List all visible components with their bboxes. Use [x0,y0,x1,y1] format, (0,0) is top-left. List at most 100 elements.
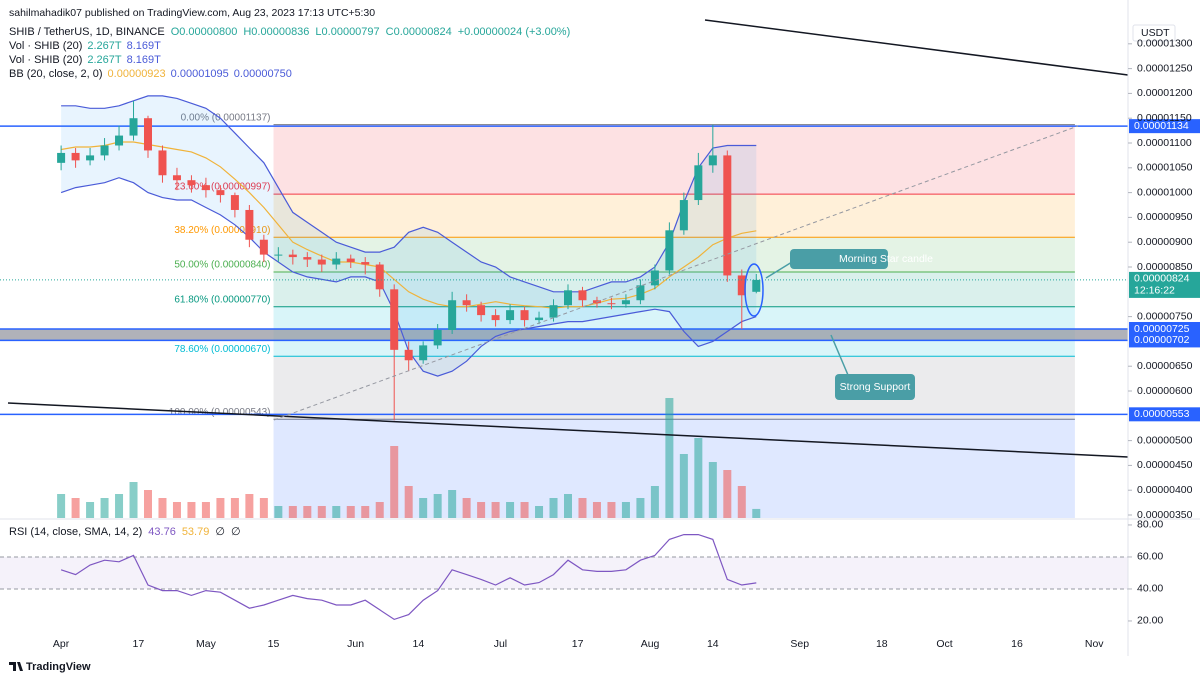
y-tick-label: 0.00000450 [1137,459,1193,471]
x-tick-label: Nov [1085,638,1104,650]
volume-bar [679,454,688,518]
volume-bar [520,502,529,518]
indicator-value: 0.00000923 [108,68,166,80]
fib-trend-line [273,125,1079,421]
currency: USDT [1141,27,1170,39]
rsi-tick-label: 20.00 [1137,615,1163,627]
fib-label: 100.00% (0.00000543) [169,407,271,418]
rsi-band [0,556,1128,589]
y-tick-label: 0.00001300 [1137,38,1193,50]
volume-bar [607,502,616,518]
indicator-value: 8.169T [127,40,162,52]
volume-bar [694,438,703,518]
publisher: sahilmahadik07 published on TradingView.… [9,7,375,19]
volume-bar [404,486,413,518]
x-tick-label: 18 [876,638,888,650]
y-tick-label: 0.00001200 [1137,87,1193,99]
fib-label: 0.00% (0.00001137) [181,112,271,123]
volume-bar [100,498,109,518]
volume-bar [288,506,297,518]
y-tick-label: 0.00000650 [1137,360,1193,372]
candle-body [245,209,254,240]
last-price-box [1129,271,1200,298]
volume-bar [129,482,138,518]
candle-body [259,239,268,255]
volume-bar [535,506,544,518]
candle-body [535,317,544,321]
candle-body [491,315,500,321]
price-label: 0.00001134 [1134,120,1189,132]
volume-bar [506,502,515,518]
candle-body [390,289,399,350]
fib-label: 38.20% (0.00000910) [174,225,270,236]
volume-bar [708,462,717,518]
y-tick-label: 0.00000750 [1137,310,1193,322]
ohlc-value: L0.00000797 [315,26,379,38]
fib-label: 50.00% (0.00000840) [174,260,270,271]
y-tick-label: 0.00001250 [1137,62,1193,74]
price-label-box [1129,119,1200,134]
volume-bar [361,506,370,518]
volume-bar [144,490,152,518]
volume-bar [448,490,457,518]
y-tick-label: 0.00000900 [1137,236,1193,248]
y-tick-label: 0.00001000 [1137,186,1193,198]
volume-bar [564,494,572,518]
callout-box [790,249,888,269]
candle-body [650,270,659,286]
candle-body [230,195,239,210]
volume-bar [303,506,312,518]
callout-pointer [830,334,849,376]
candle-body [404,349,413,361]
volume-bar [462,498,471,518]
x-tick-label: Jul [494,638,507,650]
indicator-name: Vol · SHIB (20) [9,40,82,52]
ohlc-legend: SHIB / TetherUS, 1D, BINANCE O0.00000800 H… [9,26,570,38]
candle-body [100,145,109,156]
volume-bar [158,498,167,518]
candle-body [723,155,732,276]
volume-bar [491,502,500,518]
fib-label: 23.60% (0.00000997) [174,182,270,193]
callout-box [835,374,915,400]
watermark: TradingView [26,661,91,673]
volume-bar [274,506,283,518]
candle-body [549,305,558,318]
y-tick-label: 0.00000950 [1137,211,1193,223]
x-tick-label: Sep [790,638,809,650]
price-label-box [1129,407,1200,422]
volume-bar [259,498,268,518]
y-tick-label: 0.00001100 [1137,137,1192,149]
x-tick-label: Apr [53,638,70,650]
candle-body [433,330,442,346]
ohlc-value: C0.00000824 [386,26,452,38]
rsi-legend-value: 53.79 [182,526,210,538]
volume-bar [433,494,442,518]
candle-body [346,258,355,263]
volume-bar [578,498,587,518]
indicator-legend: Vol · SHIB (20) 2.267T 8.169T [9,40,161,52]
candle-body [375,264,384,290]
y-tick-label: 0.00000500 [1137,434,1193,446]
candle-body [679,200,688,231]
x-tick-label: 17 [133,638,145,650]
rsi-legend-value: 43.76 [148,526,176,538]
rsi-legend-value: ∅ [215,526,225,538]
candle-body [506,310,515,321]
volume-bar [737,486,746,518]
candle-body [201,185,210,191]
indicator-legend: Vol · SHIB (20) 2.267T 8.169T [9,54,161,66]
candle-body [361,262,370,265]
y-tick-label: 0.00001150 [1137,112,1192,124]
candle-body [303,257,312,260]
volume-bar [723,470,732,518]
y-tick-label: 0.00000400 [1137,484,1193,496]
rsi-legend-value: ∅ [231,526,241,538]
trend-line [7,402,1129,458]
candle-body [520,310,529,321]
rsi-tick-label: 60.00 [1137,551,1163,563]
candle-body [737,275,746,296]
annotation: Strong Support [840,381,911,393]
volume-bar [230,498,239,518]
